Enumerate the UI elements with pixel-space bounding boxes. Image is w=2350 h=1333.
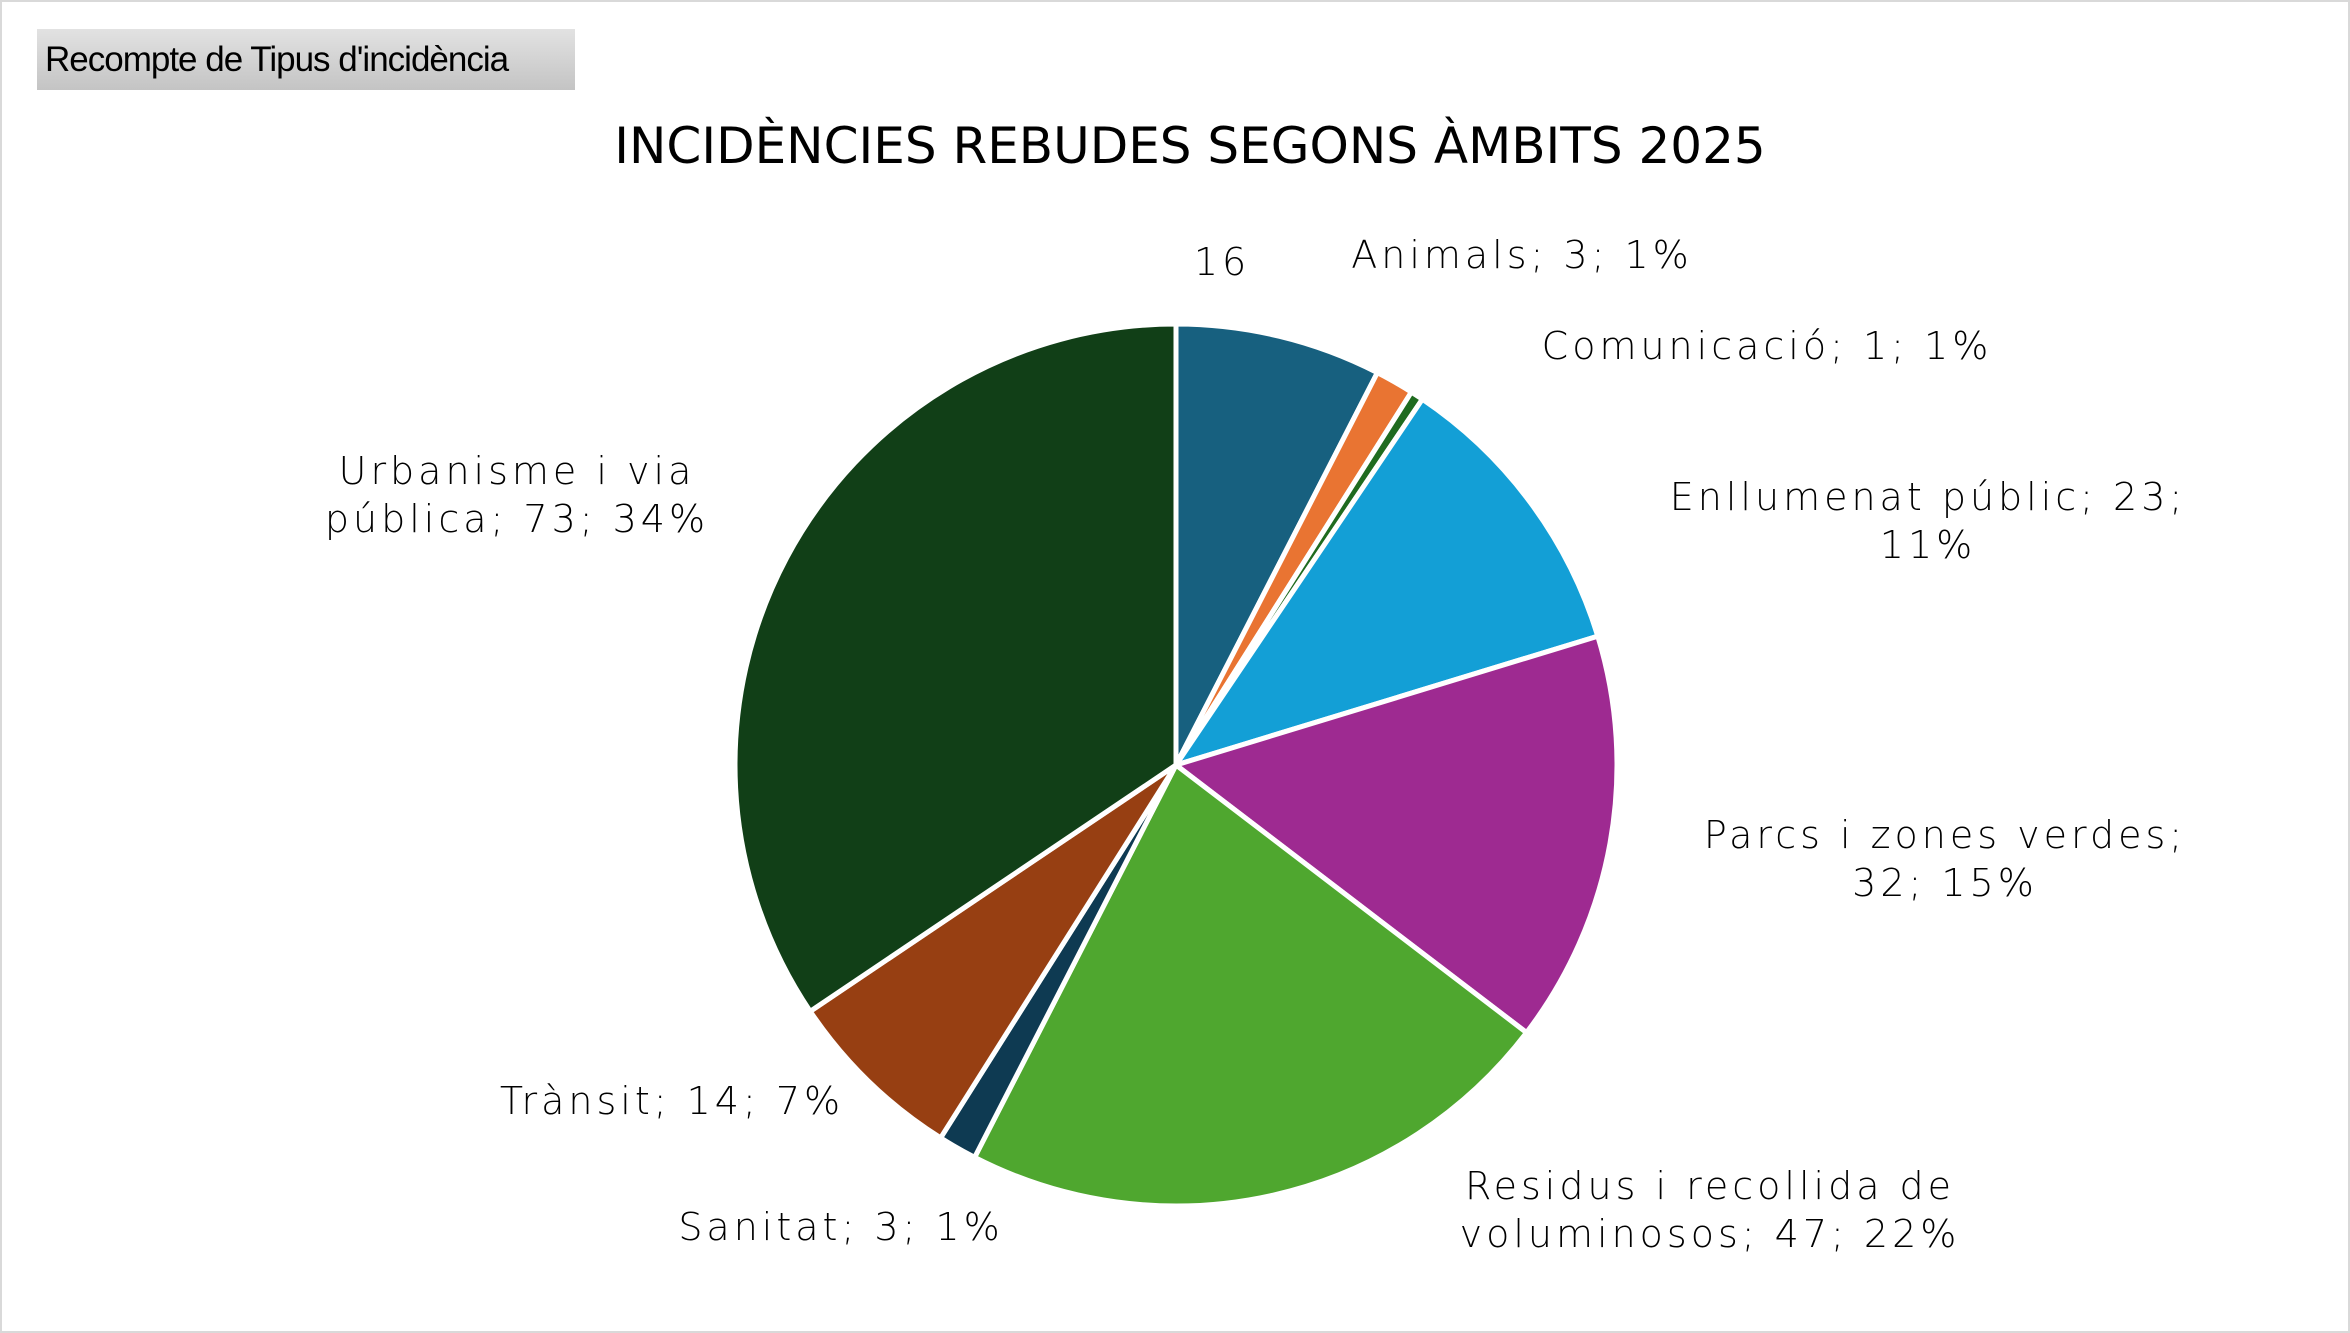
- data-label: pública; 73; 34%: [325, 497, 709, 541]
- sheet-button[interactable]: Recompte de Tipus d'incidència: [37, 29, 575, 90]
- data-label: Sanitat; 3; 1%: [678, 1205, 1003, 1249]
- pie-slice-urbanisme-i-via-p-blica: [732, 321, 1179, 1015]
- data-label: Parcs i zones verdes;: [1704, 813, 2186, 857]
- pie-slice-unnamed: [1173, 321, 1381, 767]
- pie-slice-parcs-i-zones-verdes: [1170, 633, 1620, 1037]
- data-label: 16: [1194, 240, 1250, 284]
- data-label: Trànsit; 14; 7%: [500, 1079, 844, 1123]
- data-label: Comunicació; 1; 1%: [1542, 324, 1993, 368]
- data-label: Enllumenat públic; 23;: [1670, 475, 2186, 519]
- data-label: Residus i recollida de: [1465, 1164, 1955, 1208]
- pie-slice-enllumenat-p-blic: [1169, 395, 1601, 770]
- pie-slice-tr-nsit: [806, 762, 1179, 1142]
- chart-title: INCIDÈNCIES REBUDES SEGONS ÀMBITS 2025: [614, 116, 1765, 175]
- data-label: Urbanisme i via: [339, 449, 696, 493]
- pie-slice-residus-i-recollida-de-voluminosos: [971, 761, 1531, 1209]
- data-label: 32; 15%: [1852, 861, 2038, 905]
- data-label: voluminosos; 47; 22%: [1460, 1212, 1961, 1256]
- data-label: 11%: [1880, 523, 1976, 567]
- data-label: Animals; 3; 1%: [1351, 233, 1693, 277]
